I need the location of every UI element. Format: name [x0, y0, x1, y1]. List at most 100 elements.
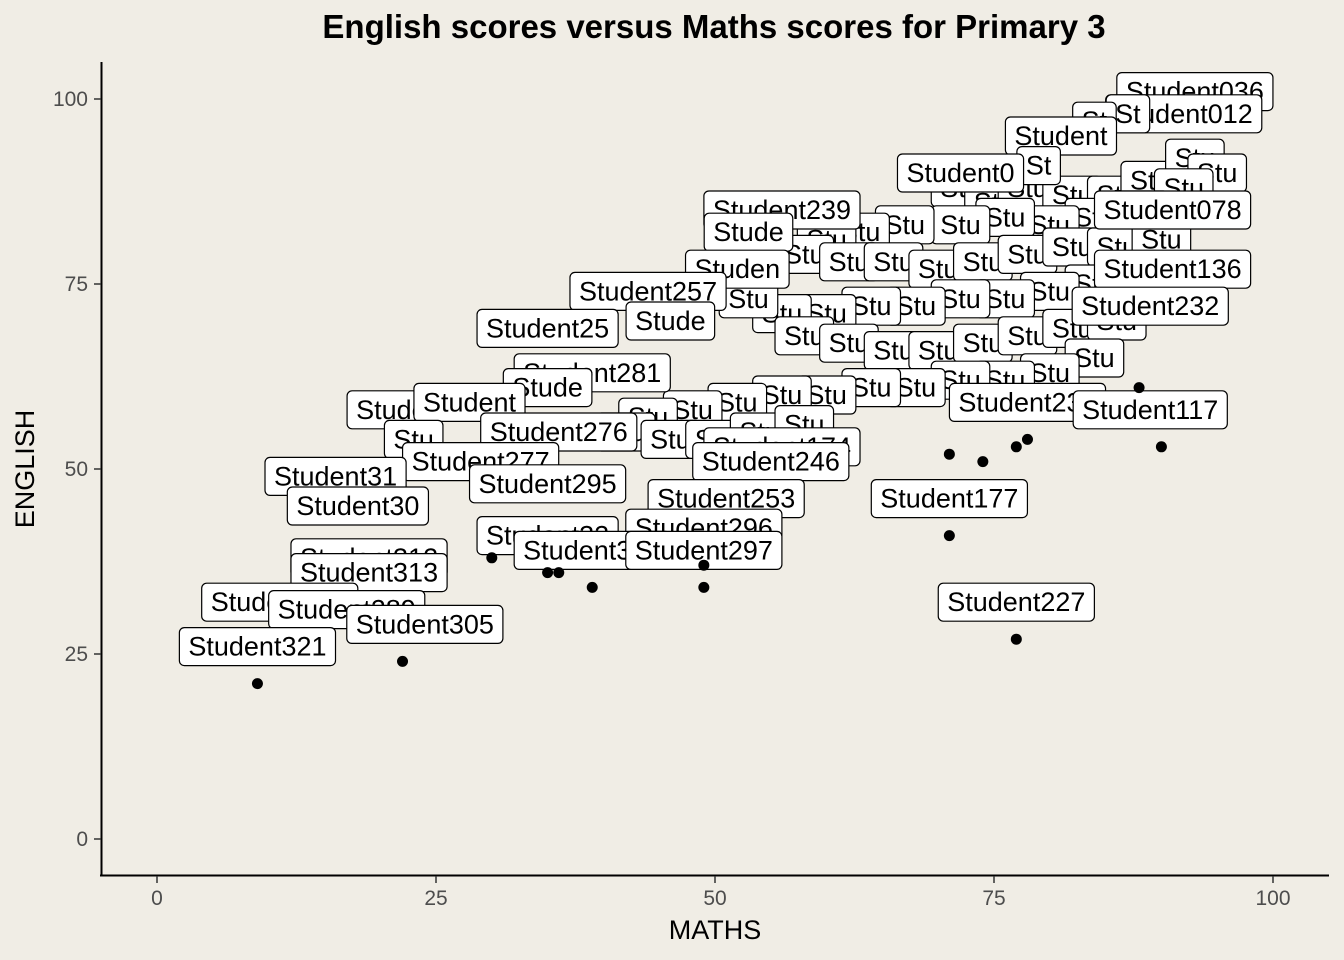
x-tick-label: 75: [982, 887, 1005, 910]
data-point: [698, 581, 710, 593]
point-label: Student297: [625, 530, 783, 571]
point-label: Student177: [870, 479, 1029, 519]
point-label-text: Stu: [1007, 321, 1048, 351]
data-point: [943, 530, 955, 542]
point-label: Student295: [468, 464, 627, 504]
y-tick-label: 75: [65, 273, 88, 296]
point-label: Stu: [975, 279, 1036, 319]
point-label-text: Stu: [985, 284, 1026, 314]
x-tick-label: 0: [151, 887, 163, 910]
point-label: Student321: [178, 626, 337, 667]
point-label-box: [476, 308, 619, 348]
point-label: Stu: [874, 205, 935, 245]
point-label-text: Student30: [296, 491, 419, 521]
point-label: Stu: [774, 316, 835, 356]
point-label: Stu: [819, 323, 879, 363]
point-label-text: Student078: [1103, 195, 1241, 225]
y-tick-label: 50: [65, 458, 88, 481]
point-label: Stu: [841, 368, 902, 408]
x-tick-label: 100: [1255, 887, 1290, 910]
y-tick-label: 0: [76, 828, 88, 851]
point-label: Stu: [952, 242, 1013, 282]
point-label-text: Student0: [906, 158, 1014, 188]
point-label: Stu: [930, 205, 991, 245]
data-point: [977, 456, 989, 468]
point-label-text: Stu: [963, 247, 1004, 277]
point-label-text: Student117: [1082, 395, 1218, 425]
point-label-text: Student305: [356, 609, 494, 639]
chart-title: English scores versus Maths scores for P…: [322, 8, 1105, 45]
point-label: Student313: [290, 552, 448, 593]
data-points: [251, 382, 1167, 690]
data-point: [1133, 382, 1145, 394]
point-label: Student30: [286, 486, 430, 526]
point-label: Stu: [886, 368, 946, 408]
point-label-box: [870, 479, 1029, 519]
point-label: Stu: [863, 242, 924, 282]
point-label-box: [413, 382, 526, 422]
point-label-text: Student246: [702, 447, 840, 477]
point-label-box: [178, 626, 337, 667]
point-label-text: Stu: [884, 210, 925, 240]
point-label: Student305: [346, 604, 504, 645]
point-label-text: Student25: [486, 313, 609, 343]
data-point: [1021, 433, 1033, 445]
data-point: [586, 581, 598, 593]
point-label-text: Student321: [188, 632, 326, 662]
point-label-text: Student253: [657, 484, 795, 514]
point-label-text: Stu: [1074, 343, 1115, 373]
y-tick-label: 100: [53, 88, 88, 111]
point-label-text: Stu: [1030, 276, 1071, 306]
point-label-text: Stu: [851, 373, 892, 403]
data-point: [943, 448, 955, 460]
point-label: Stu: [819, 242, 879, 282]
x-axis-ticks: 0 25 50 75 100: [151, 876, 1291, 910]
point-label-box: [1093, 190, 1252, 230]
point-label-text: Stu: [784, 321, 825, 351]
point-label-text: Stu: [940, 210, 981, 240]
point-label: Stu: [1064, 338, 1125, 378]
point-label-text: Stu: [940, 284, 981, 314]
point-label-box: [625, 301, 716, 341]
y-tick-label: 25: [65, 643, 88, 666]
point-label: Student0: [896, 153, 1025, 193]
point-label-text: Stu: [650, 424, 691, 454]
point-label-text: Student227: [947, 587, 1085, 617]
point-label-text: Stu: [829, 328, 870, 358]
data-point: [486, 552, 498, 564]
data-point: [542, 567, 554, 579]
point-label-box: [1072, 390, 1228, 430]
point-label: Stu: [1019, 271, 1080, 311]
point-label: Stu: [640, 419, 701, 459]
point-label: Stu: [930, 279, 991, 319]
point-label-text: Student177: [880, 484, 1018, 514]
point-label-text: St: [1115, 99, 1141, 129]
data-point: [553, 567, 565, 579]
point-label: Student276: [480, 412, 638, 452]
point-label-text: Stu: [873, 247, 914, 277]
data-point: [251, 678, 263, 690]
point-label-text: Student232: [1081, 291, 1219, 321]
point-label: St: [1016, 146, 1061, 186]
point-label-box: [286, 486, 430, 526]
point-label: Student227: [937, 582, 1095, 622]
point-label-text: Stu: [851, 291, 892, 321]
point-label-box: [937, 582, 1095, 622]
point-label: Student253: [647, 479, 805, 519]
point-label-text: Stu: [1007, 239, 1048, 269]
point-label: Student117: [1072, 390, 1228, 430]
point-label: Student246: [692, 442, 850, 482]
point-label: Student232: [1071, 286, 1229, 326]
point-label-text: Stu: [873, 336, 914, 366]
point-label: Stude: [703, 212, 794, 252]
point-label: Stu: [975, 197, 1036, 237]
x-tick-label: 50: [703, 887, 726, 910]
point-label: Stu: [886, 286, 946, 326]
point-label: Stu: [952, 323, 1013, 363]
point-label-text: Student313: [300, 558, 438, 588]
x-axis-title: MATHS: [669, 915, 762, 945]
point-label-text: Stude: [635, 306, 706, 336]
y-axis-ticks: 0 25 50 75 100: [53, 88, 101, 851]
point-label-text: St: [1026, 151, 1052, 181]
